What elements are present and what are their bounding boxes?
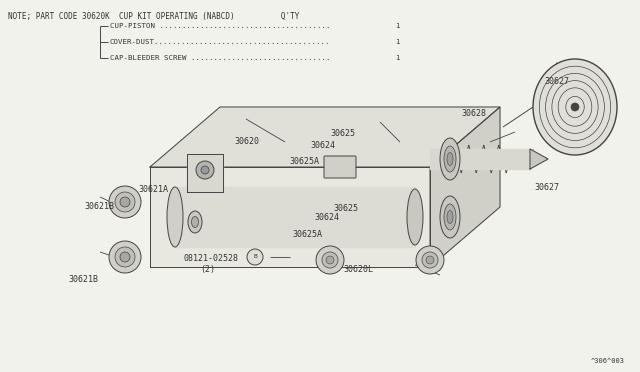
- Circle shape: [326, 256, 334, 264]
- Ellipse shape: [444, 204, 456, 230]
- Text: 1: 1: [395, 39, 399, 45]
- Text: 1: 1: [395, 23, 399, 29]
- Text: 08121-02528: 08121-02528: [184, 254, 239, 263]
- Text: ^306^003: ^306^003: [591, 358, 625, 364]
- Text: 30624: 30624: [314, 213, 339, 222]
- Circle shape: [109, 186, 141, 218]
- Text: B: B: [253, 254, 257, 260]
- Text: 30625: 30625: [333, 204, 358, 213]
- Text: CUP-PISTON ......................................: CUP-PISTON .............................…: [110, 23, 330, 29]
- Text: 30625A: 30625A: [289, 157, 319, 166]
- Polygon shape: [187, 154, 223, 192]
- Text: 1: 1: [395, 55, 399, 61]
- Circle shape: [115, 247, 135, 267]
- Text: 30620: 30620: [234, 137, 259, 146]
- Polygon shape: [430, 149, 530, 169]
- Circle shape: [109, 241, 141, 273]
- Ellipse shape: [407, 189, 423, 245]
- Ellipse shape: [533, 59, 617, 155]
- Polygon shape: [530, 149, 548, 169]
- Circle shape: [316, 246, 344, 274]
- Circle shape: [120, 252, 130, 262]
- Circle shape: [201, 166, 209, 174]
- Circle shape: [571, 103, 579, 111]
- Circle shape: [196, 161, 214, 179]
- Text: CAP-BLEEDER SCREW ...............................: CAP-BLEEDER SCREW ......................…: [110, 55, 330, 61]
- Circle shape: [416, 246, 444, 274]
- Text: 30624: 30624: [310, 141, 336, 150]
- Circle shape: [322, 252, 338, 268]
- Circle shape: [115, 192, 135, 212]
- Ellipse shape: [188, 211, 202, 233]
- Text: (2): (2): [200, 265, 216, 274]
- Text: NOTE; PART CODE 30620K  CUP KIT OPERATING (NABCD)          Q'TY: NOTE; PART CODE 30620K CUP KIT OPERATING…: [8, 12, 300, 21]
- Text: 30627: 30627: [544, 77, 570, 86]
- Ellipse shape: [167, 187, 183, 247]
- Text: COVER-DUST.......................................: COVER-DUST..............................…: [110, 39, 330, 45]
- Circle shape: [247, 249, 263, 265]
- Polygon shape: [175, 187, 415, 247]
- Text: 30628: 30628: [461, 109, 486, 118]
- Ellipse shape: [440, 138, 460, 180]
- Text: 30620L: 30620L: [344, 265, 373, 274]
- Text: 30625A: 30625A: [292, 230, 322, 239]
- Text: 30621B: 30621B: [68, 275, 98, 283]
- Polygon shape: [430, 107, 500, 267]
- Text: 30627: 30627: [534, 183, 560, 192]
- Circle shape: [422, 252, 438, 268]
- Polygon shape: [150, 107, 500, 167]
- Ellipse shape: [444, 146, 456, 172]
- Ellipse shape: [447, 153, 453, 166]
- Ellipse shape: [191, 217, 198, 228]
- Text: 30621A: 30621A: [139, 185, 168, 194]
- Text: 30625: 30625: [330, 129, 355, 138]
- Text: 30621B: 30621B: [84, 202, 114, 211]
- Polygon shape: [150, 167, 430, 267]
- Circle shape: [426, 256, 434, 264]
- Ellipse shape: [440, 196, 460, 238]
- FancyBboxPatch shape: [324, 156, 356, 178]
- Ellipse shape: [447, 211, 453, 224]
- Circle shape: [120, 197, 130, 207]
